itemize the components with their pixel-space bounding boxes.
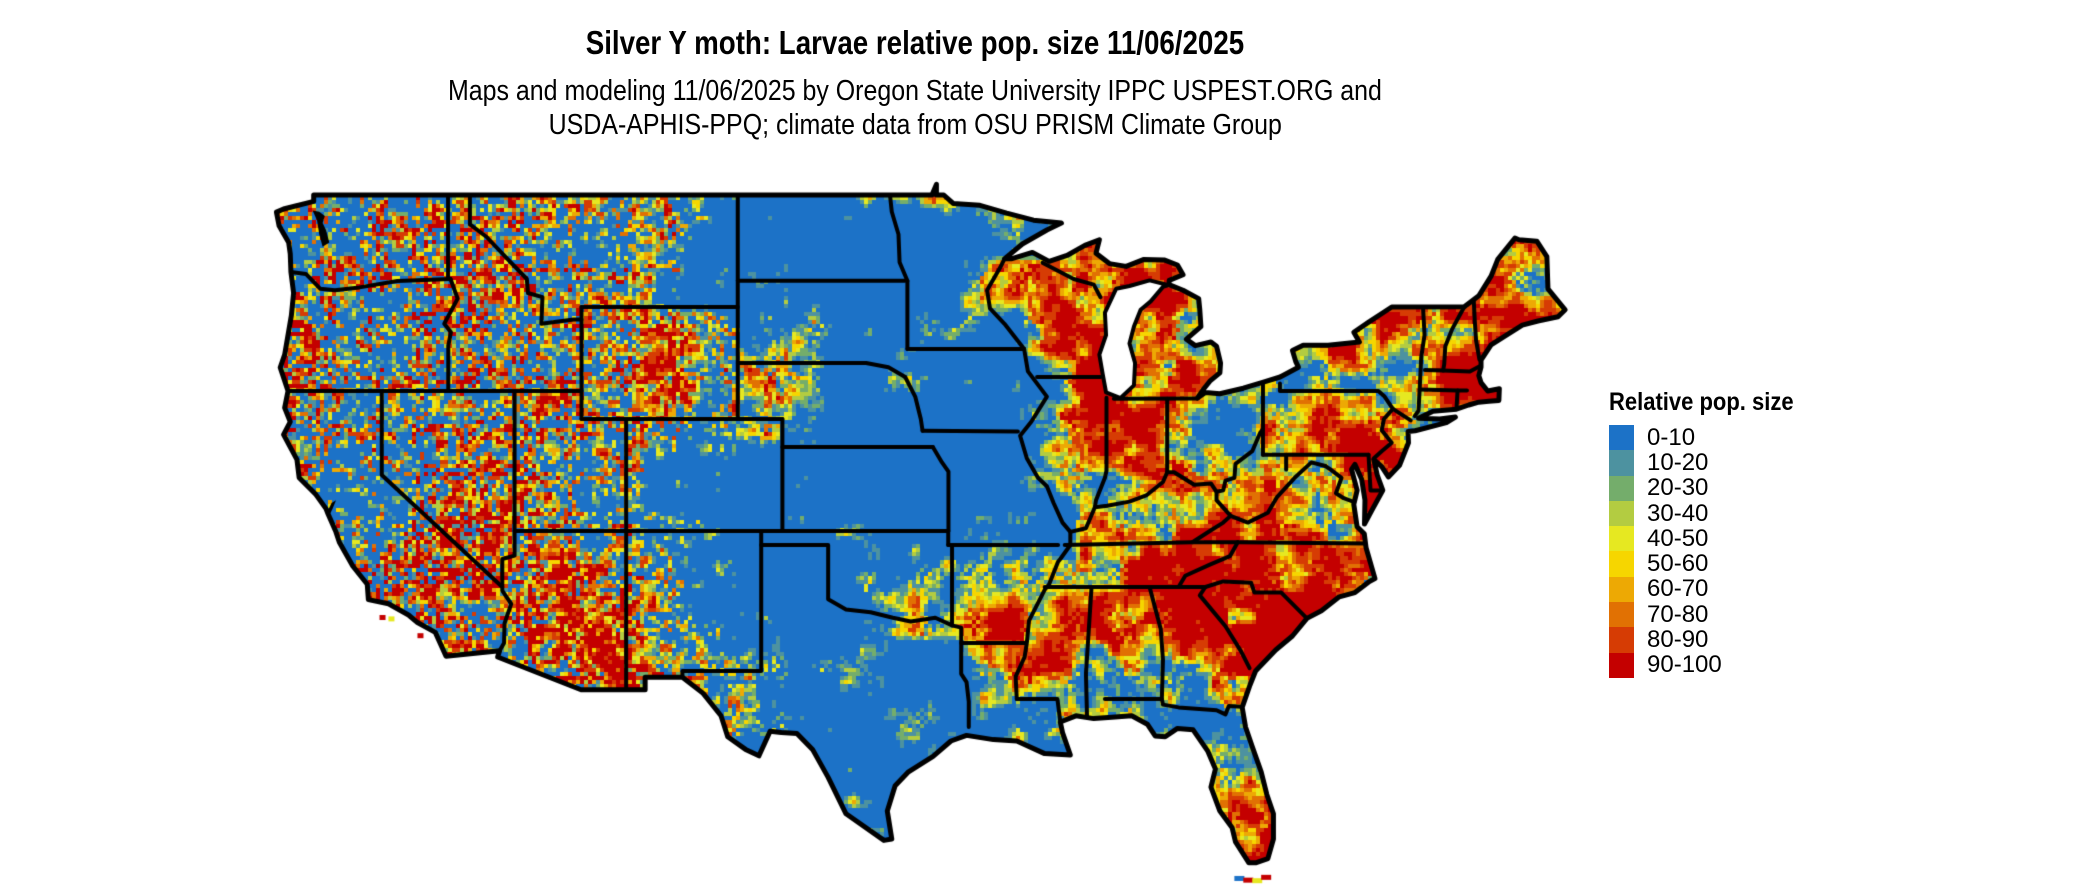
legend-swatch [1609,500,1634,527]
legend-label: 10-20 [1647,448,1709,476]
legend-label: 40-50 [1647,524,1709,552]
legend-swatch [1609,450,1634,476]
legend-item: 70-80 [1609,600,1819,628]
legend-label: 90-100 [1647,651,1722,679]
legend-swatch [1609,425,1634,451]
legend-item: 40-50 [1609,524,1819,552]
legend-label: 20-30 [1647,474,1709,502]
legend-item: 60-70 [1609,575,1819,603]
legend-item: 80-90 [1609,626,1819,654]
legend-item: 10-20 [1609,448,1819,476]
legend: Relative pop. size 0-10 10-20 20-30 30-40 40… [1609,388,1819,678]
legend-swatch [1609,551,1634,577]
legend-label: 70-80 [1647,600,1709,628]
legend-swatch [1609,627,1634,653]
legend-item: 90-100 [1609,651,1819,679]
header: Silver Y moth: Larvae relative pop. size… [0,24,1830,62]
legend-label: 50-60 [1647,550,1709,578]
subtitle-line-2: USDA-APHIS-PPQ; climate data from OSU PR… [548,109,1282,141]
legend-item: 30-40 [1609,499,1819,527]
legend-rows: 0-10 10-20 20-30 30-40 40-50 50-60 60-70 70-80 8… [1609,425,1819,678]
legend-swatch [1609,526,1634,552]
legend-swatch [1609,475,1634,501]
legend-swatch [1609,576,1634,603]
legend-item: 20-30 [1609,474,1819,502]
legend-label: 30-40 [1647,499,1709,527]
legend-swatch [1609,652,1634,678]
map-subtitle: Maps and modeling 11/06/2025 by Oregon S… [0,74,1830,142]
legend-label: 60-70 [1647,575,1709,603]
legend-swatch [1609,602,1634,628]
legend-item: 50-60 [1609,550,1819,578]
legend-label: 80-90 [1647,626,1709,654]
page-title: Silver Y moth: Larvae relative pop. size… [585,24,1245,61]
legend-item: 0-10 [1609,423,1819,451]
legend-title: Relative pop. size [1609,388,1794,416]
legend-label: 0-10 [1647,423,1696,451]
subtitle-line-1: Maps and modeling 11/06/2025 by Oregon S… [448,75,1382,107]
